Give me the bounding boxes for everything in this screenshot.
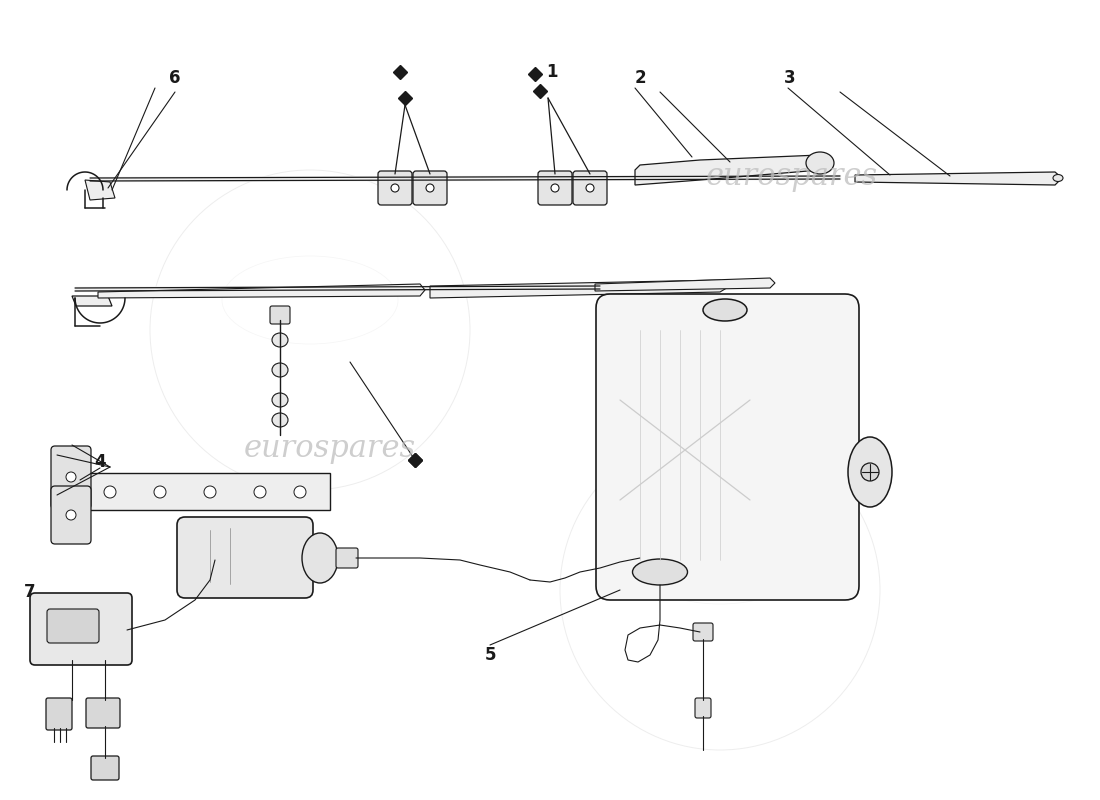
Text: 7: 7 bbox=[24, 583, 36, 601]
Ellipse shape bbox=[861, 463, 879, 481]
FancyBboxPatch shape bbox=[538, 171, 572, 205]
FancyBboxPatch shape bbox=[336, 548, 358, 568]
FancyBboxPatch shape bbox=[378, 171, 412, 205]
Ellipse shape bbox=[104, 486, 116, 498]
Ellipse shape bbox=[586, 184, 594, 192]
Text: eurospares: eurospares bbox=[706, 161, 878, 191]
Ellipse shape bbox=[848, 437, 892, 507]
Polygon shape bbox=[85, 180, 116, 200]
Text: 5: 5 bbox=[484, 646, 496, 664]
FancyBboxPatch shape bbox=[695, 698, 711, 718]
Ellipse shape bbox=[204, 486, 216, 498]
Ellipse shape bbox=[806, 152, 834, 174]
Ellipse shape bbox=[294, 486, 306, 498]
Ellipse shape bbox=[254, 486, 266, 498]
Polygon shape bbox=[635, 155, 830, 185]
Ellipse shape bbox=[390, 184, 399, 192]
FancyBboxPatch shape bbox=[596, 294, 859, 600]
Text: 4: 4 bbox=[95, 453, 106, 471]
Text: 3: 3 bbox=[784, 69, 795, 87]
FancyBboxPatch shape bbox=[51, 446, 91, 509]
Ellipse shape bbox=[272, 393, 288, 407]
FancyBboxPatch shape bbox=[573, 171, 607, 205]
Ellipse shape bbox=[66, 472, 76, 482]
Text: 1: 1 bbox=[547, 63, 558, 81]
Ellipse shape bbox=[272, 413, 288, 427]
FancyBboxPatch shape bbox=[270, 306, 290, 324]
Ellipse shape bbox=[272, 363, 288, 377]
Text: eurospares: eurospares bbox=[244, 433, 416, 463]
FancyBboxPatch shape bbox=[693, 623, 713, 641]
Ellipse shape bbox=[551, 184, 559, 192]
FancyBboxPatch shape bbox=[86, 698, 120, 728]
FancyBboxPatch shape bbox=[51, 486, 91, 544]
Polygon shape bbox=[430, 280, 730, 298]
FancyBboxPatch shape bbox=[412, 171, 447, 205]
Ellipse shape bbox=[703, 299, 747, 321]
Ellipse shape bbox=[154, 486, 166, 498]
Polygon shape bbox=[72, 473, 330, 510]
Text: 6: 6 bbox=[169, 69, 180, 87]
Polygon shape bbox=[595, 278, 776, 291]
Polygon shape bbox=[72, 296, 112, 306]
Ellipse shape bbox=[302, 533, 338, 583]
Ellipse shape bbox=[426, 184, 434, 192]
Text: 2: 2 bbox=[635, 69, 646, 87]
Ellipse shape bbox=[1053, 174, 1063, 182]
Polygon shape bbox=[98, 284, 425, 298]
FancyBboxPatch shape bbox=[177, 517, 314, 598]
Ellipse shape bbox=[632, 559, 688, 585]
FancyBboxPatch shape bbox=[47, 609, 99, 643]
FancyBboxPatch shape bbox=[46, 698, 72, 730]
FancyBboxPatch shape bbox=[30, 593, 132, 665]
Polygon shape bbox=[855, 172, 1062, 185]
FancyBboxPatch shape bbox=[91, 756, 119, 780]
Ellipse shape bbox=[272, 333, 288, 347]
Ellipse shape bbox=[66, 510, 76, 520]
